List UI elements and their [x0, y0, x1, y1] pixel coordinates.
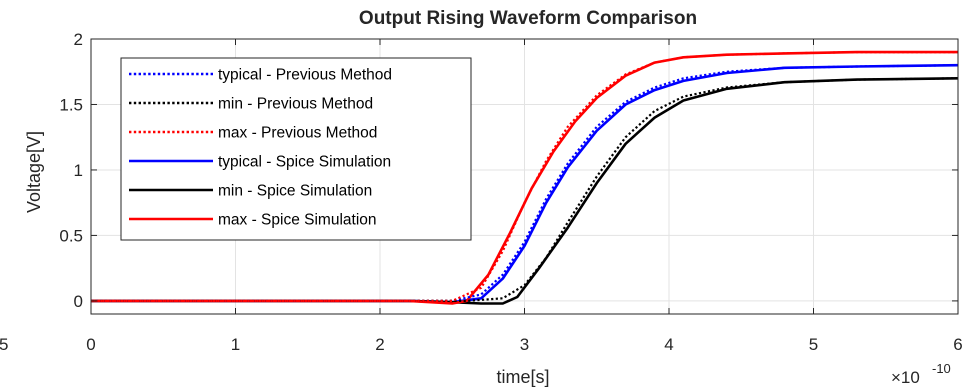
legend-entry: typical - Previous Method: [218, 67, 392, 84]
x-exponent-label: ×10: [891, 368, 920, 387]
legend-entry: min - Previous Method: [218, 96, 373, 113]
x-tick-label: 6: [953, 335, 962, 354]
y-axis-label: Voltage[V]: [24, 131, 44, 213]
y-tick-label: 0.5: [59, 226, 83, 245]
x-tick-label: 3: [520, 335, 529, 354]
x-exponent: ×10 -10: [891, 361, 951, 387]
y-tick-label: 2: [74, 30, 83, 49]
x-tick-label: 4: [664, 335, 673, 354]
chart-title: Output Rising Waveform Comparison: [359, 8, 697, 29]
series-line-previous-0: [91, 64, 959, 302]
legend-entry: max - Spice Simulation: [218, 212, 377, 229]
y-tick-label: 1: [74, 161, 83, 180]
x-tick-label: 5: [809, 335, 818, 354]
legend-entry: min - Spice Simulation: [218, 183, 372, 200]
y-tick-label: 0: [74, 292, 83, 311]
x-tick-label: 1: [231, 335, 240, 354]
legend: typical - Previous Method min - Previous …: [120, 57, 472, 241]
x-axis-label: time[s]: [496, 367, 549, 387]
y-tick-labels: 0 0.5 1 1.5 2: [59, 30, 83, 311]
series-line-spice-4: [91, 77, 959, 305]
x-tick-label: 0: [86, 335, 95, 354]
legend-box: [120, 57, 472, 241]
partial-left-label: 5: [0, 335, 8, 354]
series-line-previous-2: [91, 50, 958, 302]
x-tick-labels: 0 1 2 3 4 5 6: [86, 335, 962, 354]
ticks: [90, 38, 959, 314]
legend-entry: max - Previous Method: [218, 125, 377, 142]
x-tick-label: 2: [375, 335, 384, 354]
series-line-previous-1: [91, 77, 959, 302]
y-tick-label: 1.5: [59, 95, 83, 114]
legend-entry: typical - Spice Simulation: [218, 154, 391, 171]
x-exponent-power: -10: [932, 361, 951, 376]
series-group: [91, 50, 959, 305]
